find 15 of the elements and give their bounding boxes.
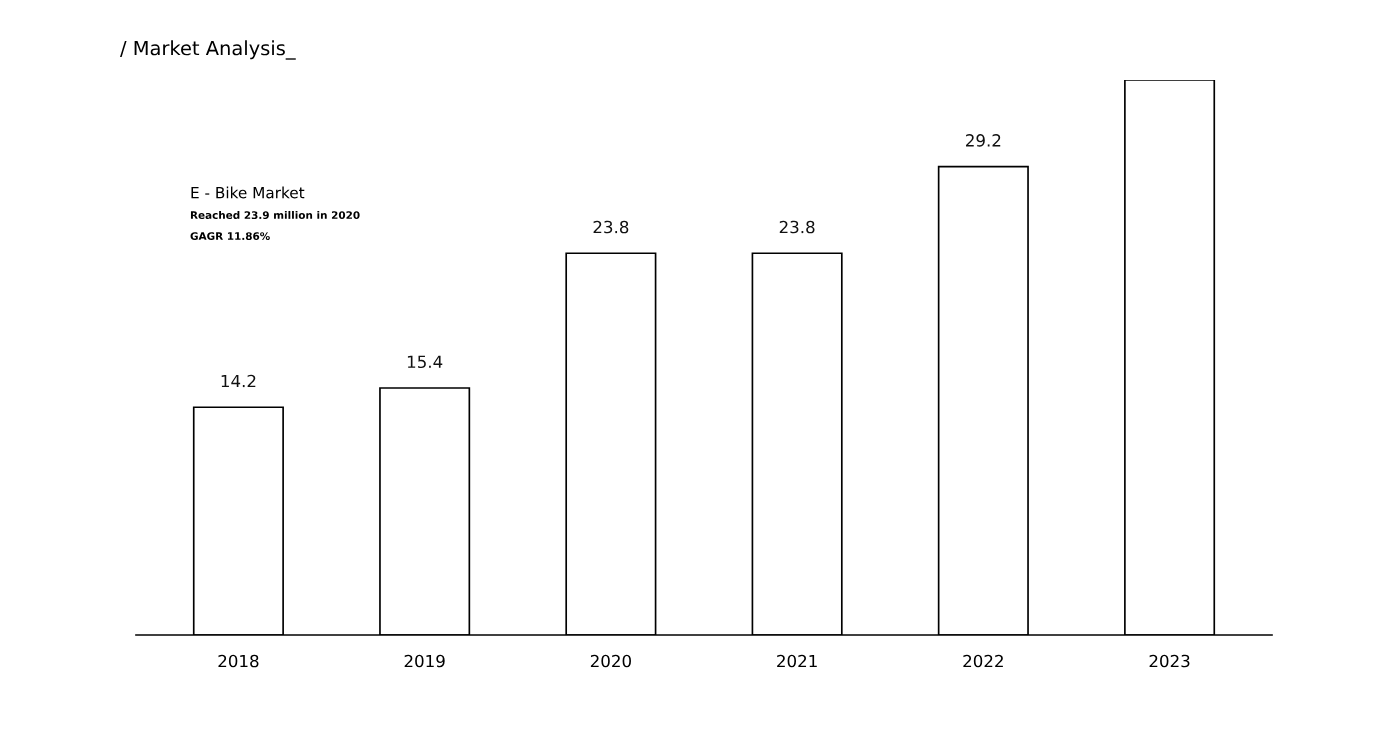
data-label: 15.4 xyxy=(407,355,443,369)
x-tick-label: 2019 xyxy=(404,654,445,668)
data-label: 23.8 xyxy=(779,220,815,234)
x-tick-label: 2022 xyxy=(963,654,1003,668)
x-tick-label: 2023 xyxy=(1149,654,1190,668)
annotation: Reached 23.9 million in 2020 xyxy=(190,210,360,220)
chart-title: / Market Analysis_ xyxy=(120,40,296,60)
text: E - Bike Market xyxy=(191,186,305,199)
x-tick-label: 2021 xyxy=(777,654,817,668)
data-label: 23.8 xyxy=(593,220,629,234)
data-label: 14.2 xyxy=(221,374,256,388)
annotation: GAGR 11.86% xyxy=(190,232,270,241)
x-tick-label: 2018 xyxy=(218,654,259,668)
x-tick-label: 2020 xyxy=(590,654,631,668)
data-label: 29.2 xyxy=(966,134,1001,147)
